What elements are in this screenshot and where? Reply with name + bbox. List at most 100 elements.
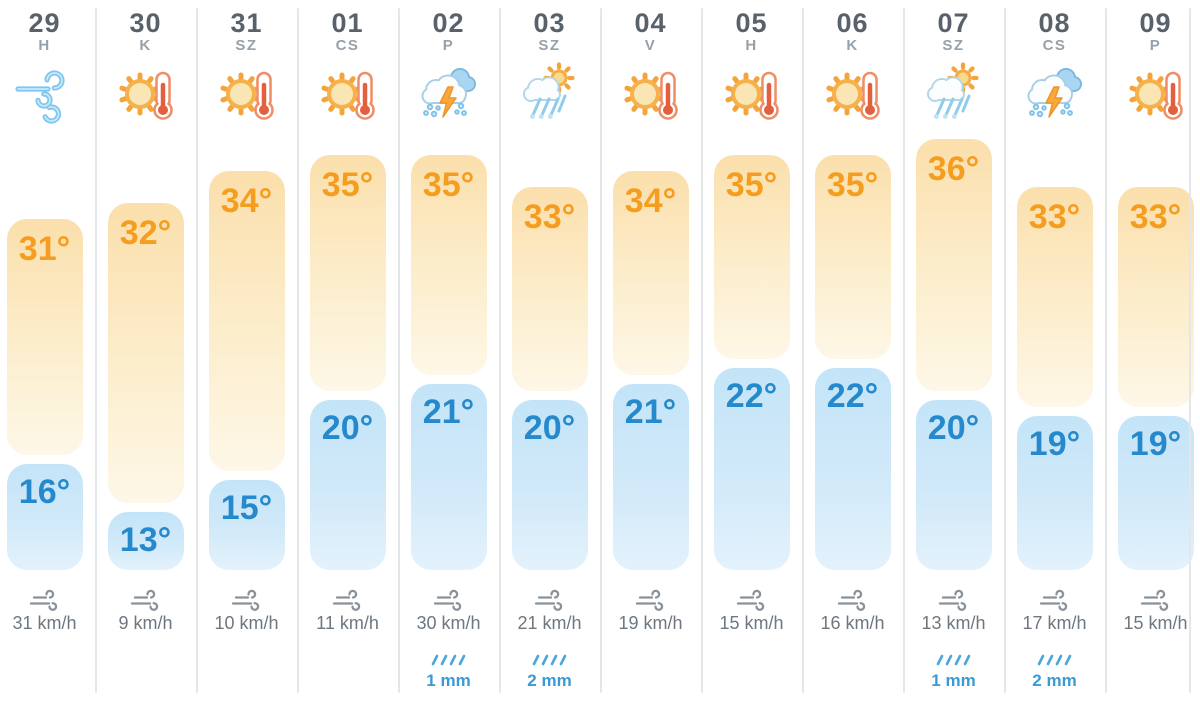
high-temp-pill: 36° xyxy=(915,139,992,391)
low-temp-pill: 20° xyxy=(309,400,386,570)
date-label: 31 xyxy=(230,8,263,38)
low-temp-pill: 22° xyxy=(713,368,790,570)
wind-icon xyxy=(734,587,770,613)
date-label: 05 xyxy=(735,8,768,38)
wind-icon xyxy=(532,587,568,613)
date-label: 29 xyxy=(28,8,61,38)
column-separator xyxy=(95,8,97,693)
column-separator xyxy=(802,8,804,693)
day-abbreviation-label: K xyxy=(846,37,859,54)
forecast-day-column[interactable]: 31 SZ 34° 15° 10 km/h xyxy=(196,0,297,701)
day-abbreviation-label: K xyxy=(139,37,152,54)
wind-icon xyxy=(229,587,265,613)
day-abbreviation-label: P xyxy=(442,37,455,54)
high-temp-pill: 31° xyxy=(6,219,83,455)
wind-speed-label: 17 km/h xyxy=(1022,613,1087,633)
wind-speed-label: 15 km/h xyxy=(719,613,784,633)
high-temp-pill: 35° xyxy=(713,155,790,359)
raindrops-icon xyxy=(1035,652,1075,668)
wind-speed-label: 11 km/h xyxy=(316,613,379,633)
wind-speed-label: 9 km/h xyxy=(118,613,173,633)
day-abbreviation-label: CS xyxy=(335,37,360,54)
low-temp-pill: 15° xyxy=(208,480,285,570)
forecast-day-column[interactable]: 04 V 34° 21° 19 km/h xyxy=(600,0,701,701)
column-separator xyxy=(600,8,602,693)
low-temp-label: 20° xyxy=(927,409,980,447)
wind-icon xyxy=(633,587,669,613)
storm-icon xyxy=(1023,62,1087,128)
low-temp-label: 15° xyxy=(220,489,273,527)
high-temp-pill: 35° xyxy=(814,155,891,359)
low-temp-pill: 19° xyxy=(1016,416,1093,570)
day-abbreviation-label: CS xyxy=(1042,37,1067,54)
low-temp-pill: 19° xyxy=(1117,416,1194,570)
forecast-day-column[interactable]: 29 H 31° 16° 31 km/h xyxy=(0,0,95,701)
wind-icon xyxy=(27,587,63,613)
raindrops-icon xyxy=(934,652,974,668)
rain-sun-icon xyxy=(922,62,986,128)
wind-icon xyxy=(835,587,871,613)
precip-amount-label: 1 mm xyxy=(931,671,976,690)
day-abbreviation-label: H xyxy=(745,37,758,54)
wind-icon xyxy=(1138,587,1174,613)
high-temp-label: 31° xyxy=(18,230,71,268)
high-temp-label: 36° xyxy=(927,150,980,188)
high-temp-label: 32° xyxy=(119,214,172,252)
day-abbreviation-label: SZ xyxy=(942,37,965,54)
rain-sun-icon xyxy=(518,62,582,128)
wind-icon xyxy=(431,587,467,613)
wind-icon xyxy=(128,587,164,613)
low-temp-label: 19° xyxy=(1028,425,1081,463)
low-temp-pill: 16° xyxy=(6,464,83,570)
forecast-day-column[interactable]: 09 P 33° 19° 15 km/h xyxy=(1105,0,1200,701)
day-abbreviation-label: V xyxy=(644,37,657,54)
date-label: 01 xyxy=(331,8,364,38)
high-temp-label: 33° xyxy=(523,198,576,236)
sun-thermo-icon xyxy=(1124,62,1188,128)
forecast-day-column[interactable]: 07 SZ 36° 20° 13 km/h 1 mm xyxy=(903,0,1004,701)
forecast-day-column[interactable]: 02 P 35° 21° 30 km/h 1 mm xyxy=(398,0,499,701)
storm-icon xyxy=(417,62,481,128)
low-temp-label: 22° xyxy=(725,377,778,415)
forecast-day-column[interactable]: 08 CS 33° 19° 17 km/h 2 mm xyxy=(1004,0,1105,701)
raindrops-icon xyxy=(429,652,469,668)
forecast-day-column[interactable]: 06 K 35° 22° 16 km/h xyxy=(802,0,903,701)
high-temp-label: 34° xyxy=(220,182,273,220)
sun-thermo-icon xyxy=(619,62,683,128)
precip-amount-label: 1 mm xyxy=(426,671,471,690)
date-label: 09 xyxy=(1139,8,1172,38)
high-temp-label: 33° xyxy=(1129,198,1182,236)
forecast-day-column[interactable]: 05 H 35° 22° 15 km/h xyxy=(701,0,802,701)
wind-speed-label: 21 km/h xyxy=(517,613,582,633)
low-temp-pill: 21° xyxy=(612,384,689,570)
precip-amount-label: 2 mm xyxy=(527,671,572,690)
wind-speed-label: 19 km/h xyxy=(618,613,683,633)
day-abbreviation-label: H xyxy=(38,37,51,54)
forecast-day-column[interactable]: 03 SZ 33° 20° 21 km/h 2 mm xyxy=(499,0,600,701)
sun-thermo-icon xyxy=(215,62,279,128)
wind-speed-label: 31 km/h xyxy=(12,613,77,633)
column-separator xyxy=(196,8,198,693)
column-separator xyxy=(398,8,400,693)
low-temp-pill: 21° xyxy=(410,384,487,570)
sun-thermo-icon xyxy=(720,62,784,128)
high-temp-label: 35° xyxy=(422,166,475,204)
sun-thermo-icon xyxy=(821,62,885,128)
date-label: 06 xyxy=(836,8,869,38)
high-temp-pill: 34° xyxy=(208,171,285,471)
forecast-day-column[interactable]: 01 CS 35° 20° 11 km/h xyxy=(297,0,398,701)
precip-amount-label: 2 mm xyxy=(1032,671,1077,690)
day-abbreviation-label: SZ xyxy=(235,37,258,54)
forecast-day-column[interactable]: 30 K 32° 13° 9 km/h xyxy=(95,0,196,701)
column-separator xyxy=(297,8,299,693)
date-label: 04 xyxy=(634,8,667,38)
high-temp-label: 35° xyxy=(826,166,879,204)
low-temp-label: 22° xyxy=(826,377,879,415)
wind-speed-label: 30 km/h xyxy=(416,613,481,633)
day-abbreviation-label: SZ xyxy=(538,37,561,54)
column-separator xyxy=(903,8,905,693)
column-separator xyxy=(1004,8,1006,693)
low-temp-label: 21° xyxy=(422,393,475,431)
high-temp-pill: 35° xyxy=(410,155,487,375)
column-separator xyxy=(701,8,703,693)
